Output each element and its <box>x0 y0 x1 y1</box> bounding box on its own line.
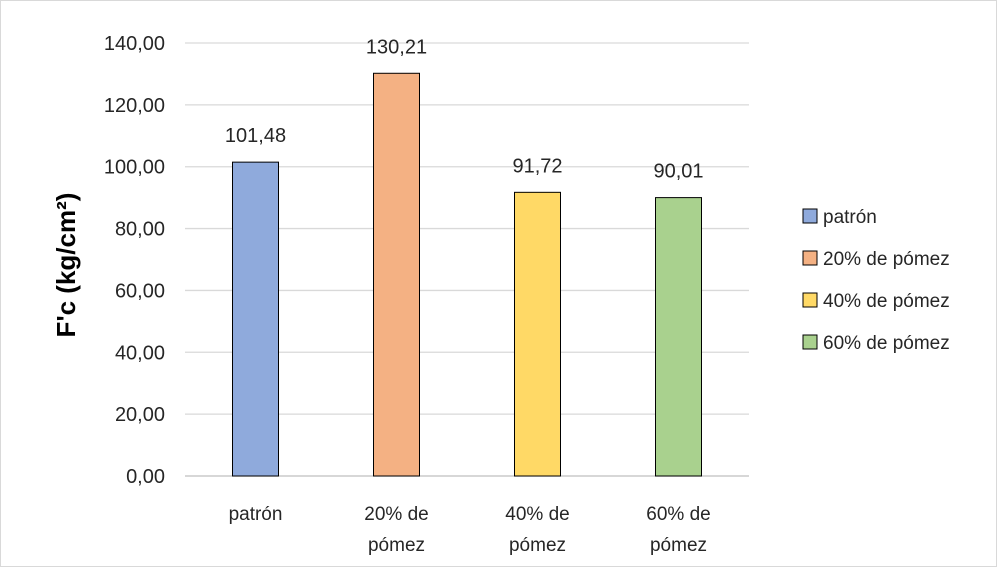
bars <box>232 72 702 477</box>
y-tick-label: 20,00 <box>115 404 165 426</box>
x-axis-labels: patrón 20% de pómez 40% de pómez 60% de pómez <box>229 504 711 556</box>
legend-label: 20% de pómez <box>823 249 950 270</box>
x-tick-label-line: 40% de <box>505 504 569 525</box>
legend-swatch <box>802 208 818 224</box>
x-tick-label: 40% de pómez <box>505 504 569 556</box>
y-axis-ticks: 0,00 20,00 40,00 60,00 80,00 100,00 120,00 140,… <box>104 33 165 488</box>
y-tick-label: 60,00 <box>115 280 165 302</box>
data-label: 130,21 <box>366 36 427 58</box>
legend-swatch <box>802 292 818 308</box>
legend-label: 60% de pómez <box>823 333 950 354</box>
y-tick-label: 80,00 <box>115 219 165 241</box>
bar <box>373 72 420 477</box>
x-tick-label-line: pómez <box>368 535 425 556</box>
x-tick-label: patrón <box>229 504 283 525</box>
bar <box>655 197 702 477</box>
x-tick-label-line: pómez <box>650 535 707 556</box>
data-label: 101,48 <box>225 125 286 147</box>
data-label: 90,01 <box>653 161 703 183</box>
y-tick-label: 120,00 <box>104 95 165 117</box>
x-tick-label-line: pómez <box>509 535 566 556</box>
bar <box>514 191 561 477</box>
y-tick-label: 40,00 <box>115 342 165 364</box>
x-tick-label: 60% de pómez <box>646 504 710 556</box>
x-tick-label-line: 20% de <box>364 504 428 525</box>
legend-swatch <box>802 250 818 266</box>
legend-label: patrón <box>823 207 877 228</box>
y-tick-label: 0,00 <box>126 466 165 488</box>
x-tick-label-line: 60% de <box>646 504 710 525</box>
legend-swatch <box>802 334 818 350</box>
data-labels: 101,48 130,21 91,72 90,01 <box>225 36 704 182</box>
data-label: 91,72 <box>512 155 562 177</box>
bar <box>232 161 279 477</box>
y-tick-label: 140,00 <box>104 33 165 55</box>
legend: patrón 20% de pómez 40% de pómez 60% de póm… <box>802 207 950 354</box>
legend-label: 40% de pómez <box>823 291 950 312</box>
x-tick-label: 20% de pómez <box>364 504 428 556</box>
x-tick-label-line: patrón <box>229 504 283 525</box>
y-tick-label: 100,00 <box>104 157 165 179</box>
y-axis-title: F'c (kg/cm²) <box>51 193 81 338</box>
